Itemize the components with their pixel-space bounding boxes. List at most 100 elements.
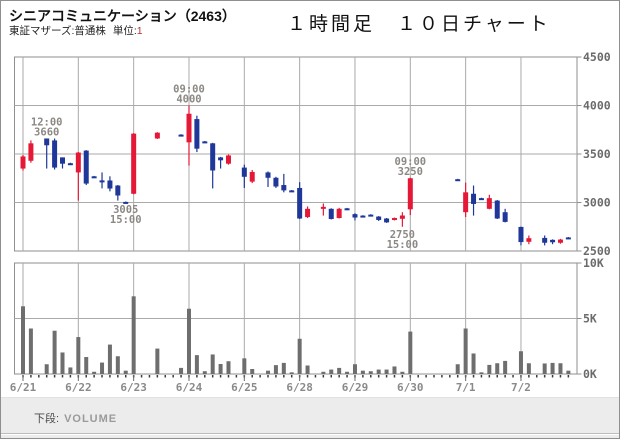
footer-value: VOLUME: [64, 413, 118, 425]
volume-bar: [107, 344, 112, 374]
candle-body: [131, 133, 137, 194]
candle-body: [305, 208, 311, 218]
candle-body: [249, 171, 255, 182]
day-tick: [520, 375, 522, 381]
day-tick: [465, 375, 467, 381]
volume-bar: [242, 358, 247, 374]
annotations: 12:003660300515:0009:00400009:0032502750…: [31, 84, 426, 251]
footer-text: 下段: VOLUME: [34, 410, 117, 426]
slot-tick: [69, 375, 72, 378]
candle-body: [502, 212, 508, 222]
slot-tick: [140, 375, 143, 378]
volume-bar: [518, 351, 523, 374]
volume-bar: [392, 366, 397, 374]
candle-body: [241, 167, 247, 177]
volume-bar: [542, 363, 547, 374]
volume-bar: [495, 363, 500, 374]
slot-tick: [290, 375, 293, 378]
slot-tick: [496, 375, 498, 378]
candle-body: [91, 176, 97, 179]
slot-tick: [148, 375, 151, 378]
slot-tick: [196, 375, 198, 378]
x-axis-date-label: 6/22: [65, 381, 92, 394]
volume-bar: [408, 331, 413, 374]
day-tick: [243, 375, 245, 381]
volume-bar: [384, 369, 389, 374]
candle-body: [273, 177, 279, 187]
candle-body: [178, 134, 184, 137]
candle-body: [478, 198, 484, 201]
volume-bar: [186, 308, 191, 374]
price-axis-label: 4500: [583, 50, 611, 64]
price-axis-label: 2500: [583, 244, 611, 258]
slot-tick: [567, 375, 570, 378]
footer-strip: 下段: VOLUME: [1, 397, 619, 438]
candle-body: [20, 156, 26, 169]
x-axis-date-label: 6/24: [176, 381, 203, 394]
slot-tick: [536, 375, 538, 378]
slot-tick: [433, 375, 435, 378]
candle-body: [550, 239, 556, 243]
volume-bar: [321, 371, 326, 374]
slot-tick: [219, 375, 222, 378]
volume-bar: [289, 372, 294, 374]
volume-bars: [21, 296, 571, 374]
annotation-line2: 15:00: [387, 239, 419, 251]
slot-tick: [259, 375, 261, 378]
volume-bar: [376, 369, 381, 374]
slot-tick: [417, 375, 419, 378]
candle-body: [360, 215, 366, 218]
slot-tick: [425, 375, 427, 378]
volume-bar: [273, 365, 278, 374]
slot-tick: [346, 375, 348, 378]
annotation-line1: 2750: [390, 229, 415, 241]
x-axis-date-label: 6/28: [286, 381, 313, 394]
volume-bar: [21, 306, 25, 374]
candle-body: [565, 237, 571, 240]
volume-bar: [337, 367, 342, 374]
volume-bar: [400, 371, 405, 374]
slot-tick: [156, 375, 159, 378]
candle-body: [399, 215, 405, 219]
candle-body: [391, 218, 397, 221]
volume-bar: [281, 362, 286, 374]
slot-tick: [204, 375, 206, 378]
unit-label: 単位:: [112, 25, 137, 37]
volume-axis-label: 10K: [583, 256, 604, 270]
x-axis: 6/21 6/22 6/23 6/24 6/25 6/28 6/29 6/30 7/1 7/2: [10, 375, 570, 394]
volume-bar: [368, 371, 373, 374]
candle-body: [557, 239, 563, 243]
slot-tick: [267, 375, 269, 378]
volume-bar: [28, 328, 33, 374]
candle-body: [225, 155, 231, 164]
candle-body: [154, 132, 160, 139]
market-label: 東証マザーズ:普通株: [9, 25, 106, 37]
candle-body: [99, 180, 105, 183]
volume-bar: [479, 372, 484, 374]
x-axis-date-label: 6/23: [120, 381, 147, 394]
candle-body: [376, 216, 382, 220]
candle-body: [297, 187, 303, 219]
volume-bar: [84, 357, 89, 374]
volume-bar: [60, 352, 65, 374]
volume-bar: [210, 354, 215, 374]
annotation-line2: 15:00: [110, 214, 142, 226]
price-axis-label: 3500: [583, 147, 611, 161]
slot-tick: [124, 375, 127, 378]
candle-body: [60, 157, 65, 164]
day-tick: [133, 375, 135, 381]
candle-body: [75, 152, 81, 173]
volume-bar: [202, 371, 207, 374]
slot-tick: [61, 375, 64, 378]
annotation-line2: 4000: [176, 94, 201, 106]
day-tick: [299, 375, 301, 381]
candle-body: [344, 208, 350, 211]
slot-tick: [370, 375, 372, 378]
slot-tick: [164, 375, 167, 378]
slot-tick: [512, 375, 514, 378]
volume-bar: [297, 338, 302, 374]
stock-subtitle: 東証マザーズ:普通株 単位:1: [9, 23, 143, 38]
candle-body: [384, 218, 390, 223]
volume-bar: [329, 369, 334, 374]
slot-tick: [211, 375, 214, 378]
